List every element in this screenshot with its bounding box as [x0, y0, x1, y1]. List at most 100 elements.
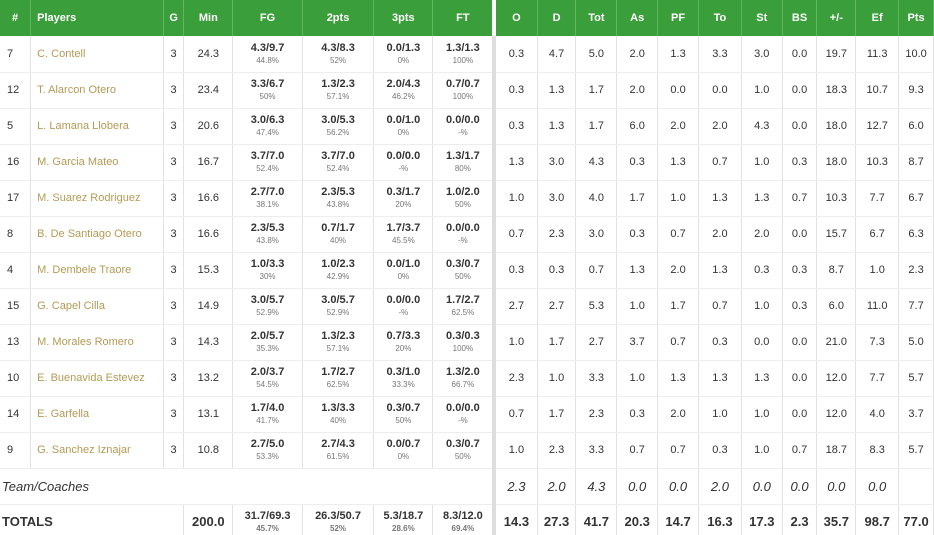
- col-header-number[interactable]: #: [0, 0, 32, 36]
- col-header-fg[interactable]: FG: [232, 0, 303, 36]
- col-header-defensive-reb[interactable]: D: [537, 0, 577, 36]
- col-header-3pts[interactable]: 3pts: [373, 0, 434, 36]
- player-name-link[interactable]: C. Contell: [30, 36, 164, 73]
- player-pm: 15.7: [816, 216, 857, 253]
- player-name-link[interactable]: M. Garcia Mateo: [30, 144, 164, 181]
- player-as: 3.7: [616, 324, 659, 361]
- totals-pts: 77.0: [898, 504, 934, 535]
- col-header-2pts[interactable]: 2pts: [302, 0, 375, 36]
- player-fg-pct: 47.4%: [256, 128, 279, 137]
- player-minutes: 14.9: [183, 288, 234, 325]
- col-header-offensive-reb[interactable]: O: [494, 0, 538, 36]
- player-2pts: 1.3/3.3 40%: [302, 396, 375, 433]
- player-name-link[interactable]: M. Dembele Traore: [30, 252, 164, 289]
- player-fg: 2.0/3.7 54.5%: [232, 360, 303, 397]
- player-fg-pct: 53.3%: [256, 452, 279, 461]
- player-fg: 2.3/5.3 43.8%: [232, 216, 303, 253]
- player-pm: 12.0: [816, 360, 857, 397]
- player-fg-pct: 43.8%: [256, 236, 279, 245]
- player-name-link[interactable]: E. Buenavida Estevez: [30, 360, 164, 397]
- player-pts: 8.7: [898, 144, 934, 181]
- player-2pts: 4.3/8.3 52%: [302, 36, 375, 73]
- player-ft-pct: 50%: [454, 272, 471, 281]
- player-2pts: 2.3/5.3 43.8%: [302, 180, 375, 217]
- player-2pts-pct: 57.1%: [326, 344, 350, 353]
- player-tot: 4.3: [575, 144, 618, 181]
- col-header-total-reb[interactable]: Tot: [575, 0, 618, 36]
- player-minutes: 23.4: [183, 72, 234, 109]
- player-o: 1.0: [494, 432, 538, 469]
- player-fg: 3.0/5.7 52.9%: [232, 288, 303, 325]
- player-to: 0.3: [698, 324, 742, 361]
- player-o: 1.3: [494, 144, 538, 181]
- player-tot: 4.0: [575, 180, 618, 217]
- player-ft-pct: 50%: [454, 200, 471, 209]
- player-as: 1.0: [616, 360, 659, 397]
- player-fg: 2.7/7.0 38.1%: [232, 180, 303, 217]
- player-name-link[interactable]: T. Alarcon Otero: [30, 72, 164, 109]
- player-as: 1.3: [616, 252, 659, 289]
- player-ft-made-attempted: 0.7/0.7: [446, 78, 480, 90]
- player-games: 3: [163, 432, 185, 469]
- table-row: 7 C. Contell 3 24.3 4.3/9.7 44.8% 4.3/8.3 52% 0.…: [0, 36, 934, 73]
- player-games: 3: [163, 288, 185, 325]
- player-number: 10: [0, 360, 32, 397]
- player-3pts: 2.0/4.3 46.2%: [373, 72, 434, 109]
- player-games: 3: [163, 36, 185, 73]
- player-3pts-pct: 33.3%: [392, 380, 415, 389]
- player-ft-made-attempted: 1.3/1.7: [446, 150, 480, 162]
- player-name-link[interactable]: M. Morales Romero: [30, 324, 164, 361]
- player-2pts-made-attempted: 1.0/2.3: [321, 258, 355, 270]
- player-name-link[interactable]: B. De Santiago Otero: [30, 216, 164, 253]
- col-header-personal-fouls[interactable]: PF: [657, 0, 699, 36]
- player-o: 2.3: [494, 360, 538, 397]
- col-header-turnovers[interactable]: To: [698, 0, 742, 36]
- player-bs: 0.7: [782, 180, 818, 217]
- player-pm: 12.0: [816, 396, 857, 433]
- totals-3pts: 5.3/18.7 28.6%: [373, 504, 434, 535]
- player-pf: 2.0: [657, 252, 699, 289]
- col-header-steals[interactable]: St: [741, 0, 783, 36]
- player-st: 3.0: [741, 36, 783, 73]
- player-name-link[interactable]: M. Suarez Rodriguez: [30, 180, 164, 217]
- player-ef: 10.3: [855, 144, 900, 181]
- player-pts: 3.7: [898, 396, 934, 433]
- player-pts: 7.7: [898, 288, 934, 325]
- player-d: 1.7: [537, 324, 577, 361]
- player-name-link[interactable]: L. Lamana Llobera: [30, 108, 164, 145]
- player-ef: 12.7: [855, 108, 900, 145]
- player-2pts-made-attempted: 1.3/2.3: [321, 330, 355, 342]
- col-header-players[interactable]: Players: [30, 0, 164, 36]
- player-3pts-made-attempted: 0.0/1.0: [386, 114, 421, 126]
- player-3pts: 1.7/3.7 45.5%: [373, 216, 434, 253]
- player-3pts-made-attempted: 1.7/3.7: [386, 222, 421, 234]
- col-header-points[interactable]: Pts: [898, 0, 934, 36]
- player-as: 1.7: [616, 180, 659, 217]
- player-minutes: 24.3: [183, 36, 234, 73]
- player-ft-pct: 100%: [452, 55, 474, 65]
- player-pts: 9.3: [898, 72, 934, 109]
- player-as: 6.0: [616, 108, 659, 145]
- player-name-link[interactable]: G. Capel Cilla: [30, 288, 164, 325]
- col-header-blocks[interactable]: BS: [782, 0, 818, 36]
- team-pts: [898, 468, 934, 505]
- player-number: 9: [0, 432, 32, 469]
- totals-pm: 35.7: [816, 504, 857, 535]
- player-name-link[interactable]: G. Sanchez Iznajar: [30, 432, 164, 469]
- player-pts: 2.3: [898, 252, 934, 289]
- player-name-link[interactable]: E. Garfella: [30, 396, 164, 433]
- col-header-efficiency[interactable]: Ef: [855, 0, 900, 36]
- col-header-assists[interactable]: As: [616, 0, 659, 36]
- col-header-ft[interactable]: FT: [432, 0, 497, 36]
- player-3pts: 0.0/1.0 0%: [373, 252, 434, 289]
- player-st: 1.0: [741, 396, 783, 433]
- col-header-minutes[interactable]: Min: [183, 0, 234, 36]
- player-2pts-pct: 40%: [330, 416, 347, 425]
- player-as: 0.3: [616, 396, 659, 433]
- player-d: 1.7: [537, 396, 577, 433]
- col-header-plus-minus[interactable]: +/-: [816, 0, 857, 36]
- player-to: 2.0: [698, 108, 742, 145]
- col-header-games[interactable]: G: [163, 0, 185, 36]
- totals-ft-pct: 69.4%: [451, 523, 475, 533]
- player-as: 0.3: [616, 216, 659, 253]
